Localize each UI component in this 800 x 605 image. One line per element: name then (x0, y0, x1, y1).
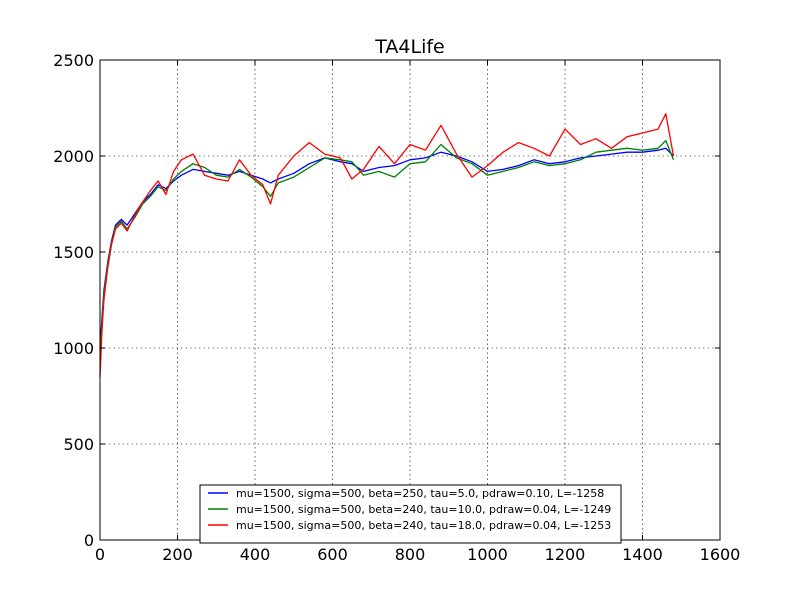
y-tick-label: 1000 (53, 339, 94, 358)
series-line-3 (99, 113, 675, 377)
legend: mu=1500, sigma=500, beta=250, tau=5.0, p… (199, 484, 622, 544)
series-line-2 (99, 139, 675, 358)
y-tick-label: 2500 (53, 51, 94, 70)
x-tick-label: 1600 (700, 545, 741, 564)
y-tick-label: 2000 (53, 147, 94, 166)
legend-label-2: mu=1500, sigma=500, beta=240, tau=10.0, … (236, 503, 611, 516)
y-tick-label: 500 (63, 435, 94, 454)
x-tick-label: 0 (95, 545, 105, 564)
x-tick-label: 1200 (545, 545, 586, 564)
series-layer (99, 113, 675, 377)
legend-label-1: mu=1500, sigma=500, beta=250, tau=5.0, p… (236, 487, 604, 500)
x-tick-label: 600 (317, 545, 348, 564)
y-tick-label: 0 (84, 531, 94, 550)
x-tick-label: 800 (395, 545, 426, 564)
x-tick-label: 200 (162, 545, 193, 564)
series-line-1 (99, 147, 674, 349)
legend-label-3: mu=1500, sigma=500, beta=240, tau=18.0, … (236, 519, 611, 532)
grid (99, 59, 721, 541)
x-tick-label: 400 (240, 545, 271, 564)
x-tick-label: 1000 (467, 545, 508, 564)
x-tick-label: 1400 (622, 545, 663, 564)
ticks-layer: 0 200 400 600 800 1000 1200 1400 1600 0 500 1000 150… (53, 51, 740, 564)
chart-title: TA4Life (374, 36, 444, 58)
legend-box (199, 484, 622, 544)
y-tick-label: 1500 (53, 243, 94, 262)
